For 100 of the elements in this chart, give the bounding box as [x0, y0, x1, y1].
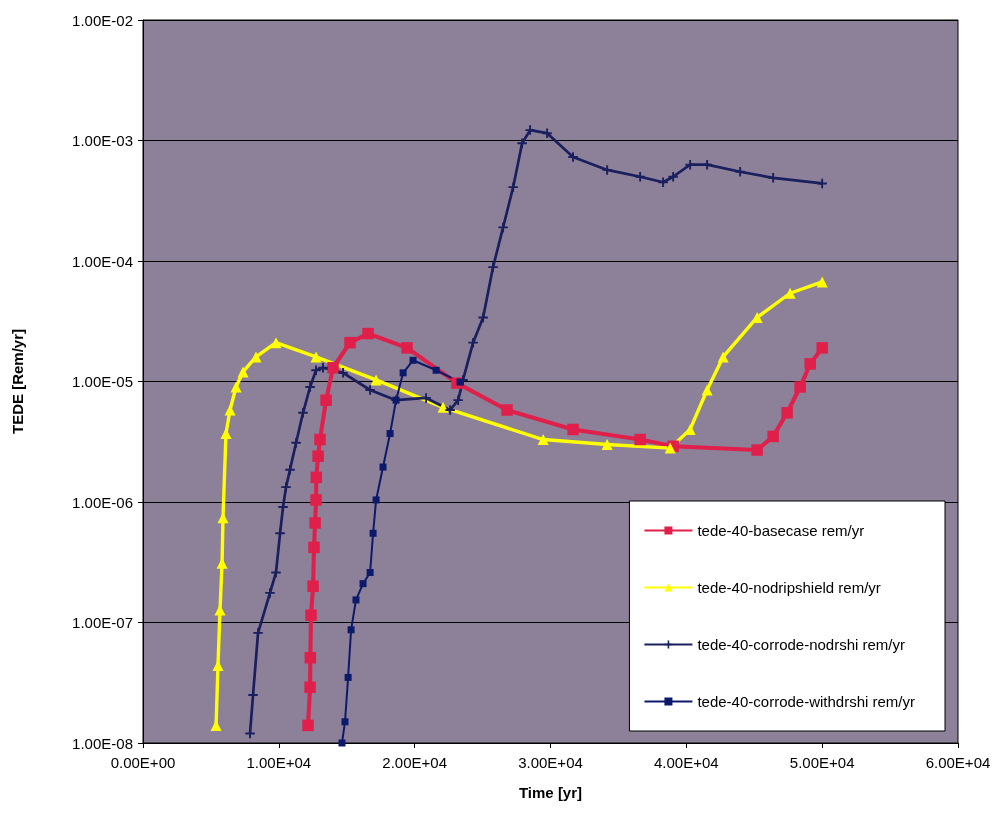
- point: [369, 529, 377, 537]
- point: [437, 401, 449, 413]
- point: [517, 138, 527, 148]
- point: [318, 363, 328, 373]
- point: [445, 405, 455, 415]
- point: [347, 626, 355, 634]
- point: [498, 222, 508, 233]
- point: [312, 450, 324, 462]
- point: [230, 381, 242, 393]
- y-tick-label: 1.00E-02: [72, 11, 133, 29]
- point: [781, 407, 793, 419]
- point: [804, 358, 816, 370]
- point: [311, 365, 321, 375]
- point: [338, 368, 348, 378]
- point: [224, 404, 236, 416]
- point: [304, 681, 316, 694]
- x-tick-label: 6.00E+04: [925, 754, 991, 771]
- point: [344, 336, 356, 349]
- point: [735, 167, 745, 177]
- point: [352, 596, 360, 604]
- point: [401, 342, 413, 354]
- point: [602, 165, 612, 175]
- point: [220, 428, 232, 440]
- point: [320, 394, 332, 406]
- point: [310, 494, 322, 506]
- point: [338, 739, 346, 747]
- point: [341, 718, 349, 726]
- x-tick-label: 3.00E+04: [518, 754, 583, 771]
- y-tick-label: 1.00E-08: [72, 734, 133, 752]
- point: [370, 374, 382, 386]
- point: [265, 588, 275, 598]
- point: [668, 172, 678, 182]
- y-tick-label: 1.00E-03: [72, 132, 133, 149]
- point: [634, 433, 646, 446]
- point: [362, 327, 374, 340]
- y-tick-label: 1.00E-07: [72, 614, 133, 631]
- point: [794, 381, 806, 393]
- x-tick-label: 1.00E+04: [246, 754, 312, 771]
- point: [751, 444, 763, 456]
- point: [525, 125, 535, 135]
- point: [310, 471, 323, 484]
- y-tick-label: 1.00E-04: [72, 252, 133, 270]
- point: [488, 262, 498, 272]
- y-tick-label: 1.00E-05: [72, 373, 133, 390]
- x-tick-label: 0.00E+00: [110, 754, 176, 771]
- point: [453, 395, 463, 405]
- point: [281, 482, 291, 492]
- point: [537, 434, 549, 446]
- point: [309, 517, 321, 529]
- point: [658, 177, 668, 188]
- point: [304, 651, 317, 664]
- point: [784, 287, 796, 299]
- point: [542, 128, 552, 138]
- y-axis-title: TEDE [Rem/yr]: [9, 328, 26, 435]
- point: [701, 384, 713, 396]
- point: [310, 351, 322, 363]
- point: [305, 609, 317, 621]
- point: [270, 337, 282, 349]
- point: [432, 366, 440, 374]
- point: [567, 423, 579, 436]
- x-axis-title: Time [yr]: [518, 784, 583, 801]
- point: [717, 351, 729, 363]
- point: [568, 152, 578, 162]
- point: [305, 382, 315, 392]
- point: [291, 438, 301, 448]
- point: [508, 182, 518, 192]
- legend-label: tede-40-corrode-nodrshi rem/yr: [697, 636, 906, 653]
- point: [816, 342, 828, 354]
- point: [308, 541, 320, 554]
- point: [399, 369, 407, 377]
- point: [702, 159, 712, 170]
- x-tick-label: 2.00E+04: [382, 754, 447, 771]
- y-tick-label: 1.00E-06: [72, 493, 133, 511]
- point: [456, 378, 464, 386]
- point: [386, 430, 394, 438]
- point: [302, 719, 314, 732]
- point: [816, 276, 828, 288]
- point: [344, 673, 352, 681]
- point: [237, 366, 249, 378]
- point: [468, 337, 478, 348]
- point: [366, 569, 374, 576]
- point: [685, 159, 695, 170]
- x-tick-label: 5.00E+04: [789, 754, 855, 771]
- x-tick-label: 4.00E+04: [654, 754, 719, 771]
- point: [379, 463, 387, 471]
- point: [298, 408, 308, 418]
- legend-label: tede-40-corrode-withdrshi rem/yr: [697, 693, 915, 710]
- point: [372, 496, 380, 504]
- point: [359, 580, 367, 588]
- point: [501, 404, 513, 416]
- legend-label: tede-40-nodripshield rem/yr: [697, 579, 881, 596]
- point: [307, 580, 319, 592]
- point: [314, 433, 326, 446]
- legend-label: tede-40-basecase rem/yr: [697, 522, 865, 539]
- point: [278, 502, 288, 512]
- point: [409, 356, 417, 364]
- point: [285, 465, 295, 475]
- point: [327, 362, 339, 374]
- point: [365, 385, 375, 395]
- point: [635, 172, 645, 182]
